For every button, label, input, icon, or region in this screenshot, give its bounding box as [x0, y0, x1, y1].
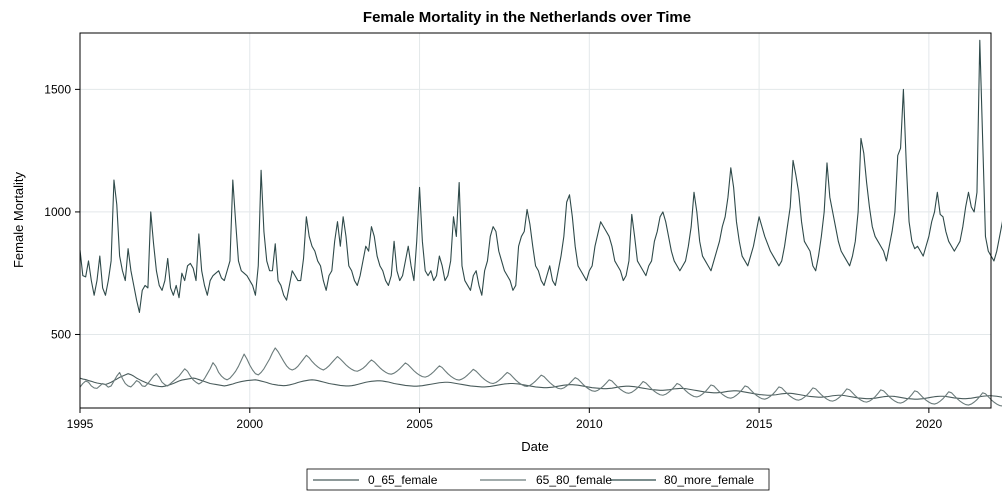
x-tick-label: 2020: [916, 417, 943, 431]
legend-label: 65_80_female: [536, 473, 612, 487]
grid: [79, 33, 991, 408]
series-group: [79, 39, 1002, 407]
legend-box: [306, 468, 770, 491]
series-line-80-more-female: [79, 39, 1002, 313]
y-tick-label: 1000: [44, 205, 71, 219]
chart-title: Female Mortality in the Netherlands over…: [363, 9, 691, 26]
x-tick-label: 2000: [236, 417, 263, 431]
legend-label: 0_65_female: [368, 473, 438, 487]
x-tick-label: 2010: [576, 417, 603, 431]
x-tick-label: 1995: [67, 417, 94, 431]
y-axis: 500 1000 1500: [44, 82, 80, 341]
y-tick-label: 500: [51, 327, 71, 341]
x-tick-label: 2015: [746, 417, 773, 431]
x-axis-label: Date: [521, 439, 548, 454]
legend: 0_65_female 65_80_female 80_more_female: [306, 468, 770, 491]
y-axis-label: Female Mortality: [11, 171, 26, 268]
plot-frame: [79, 32, 992, 409]
series-line-0-65-female: [79, 373, 1002, 400]
x-tick-label: 2005: [406, 417, 433, 431]
x-axis: 1995 2000 2005 2010 2015 2020: [67, 408, 943, 431]
legend-label: 80_more_female: [664, 473, 754, 487]
y-tick-label: 1500: [44, 82, 71, 96]
series-line-65-80-female: [79, 347, 1002, 407]
